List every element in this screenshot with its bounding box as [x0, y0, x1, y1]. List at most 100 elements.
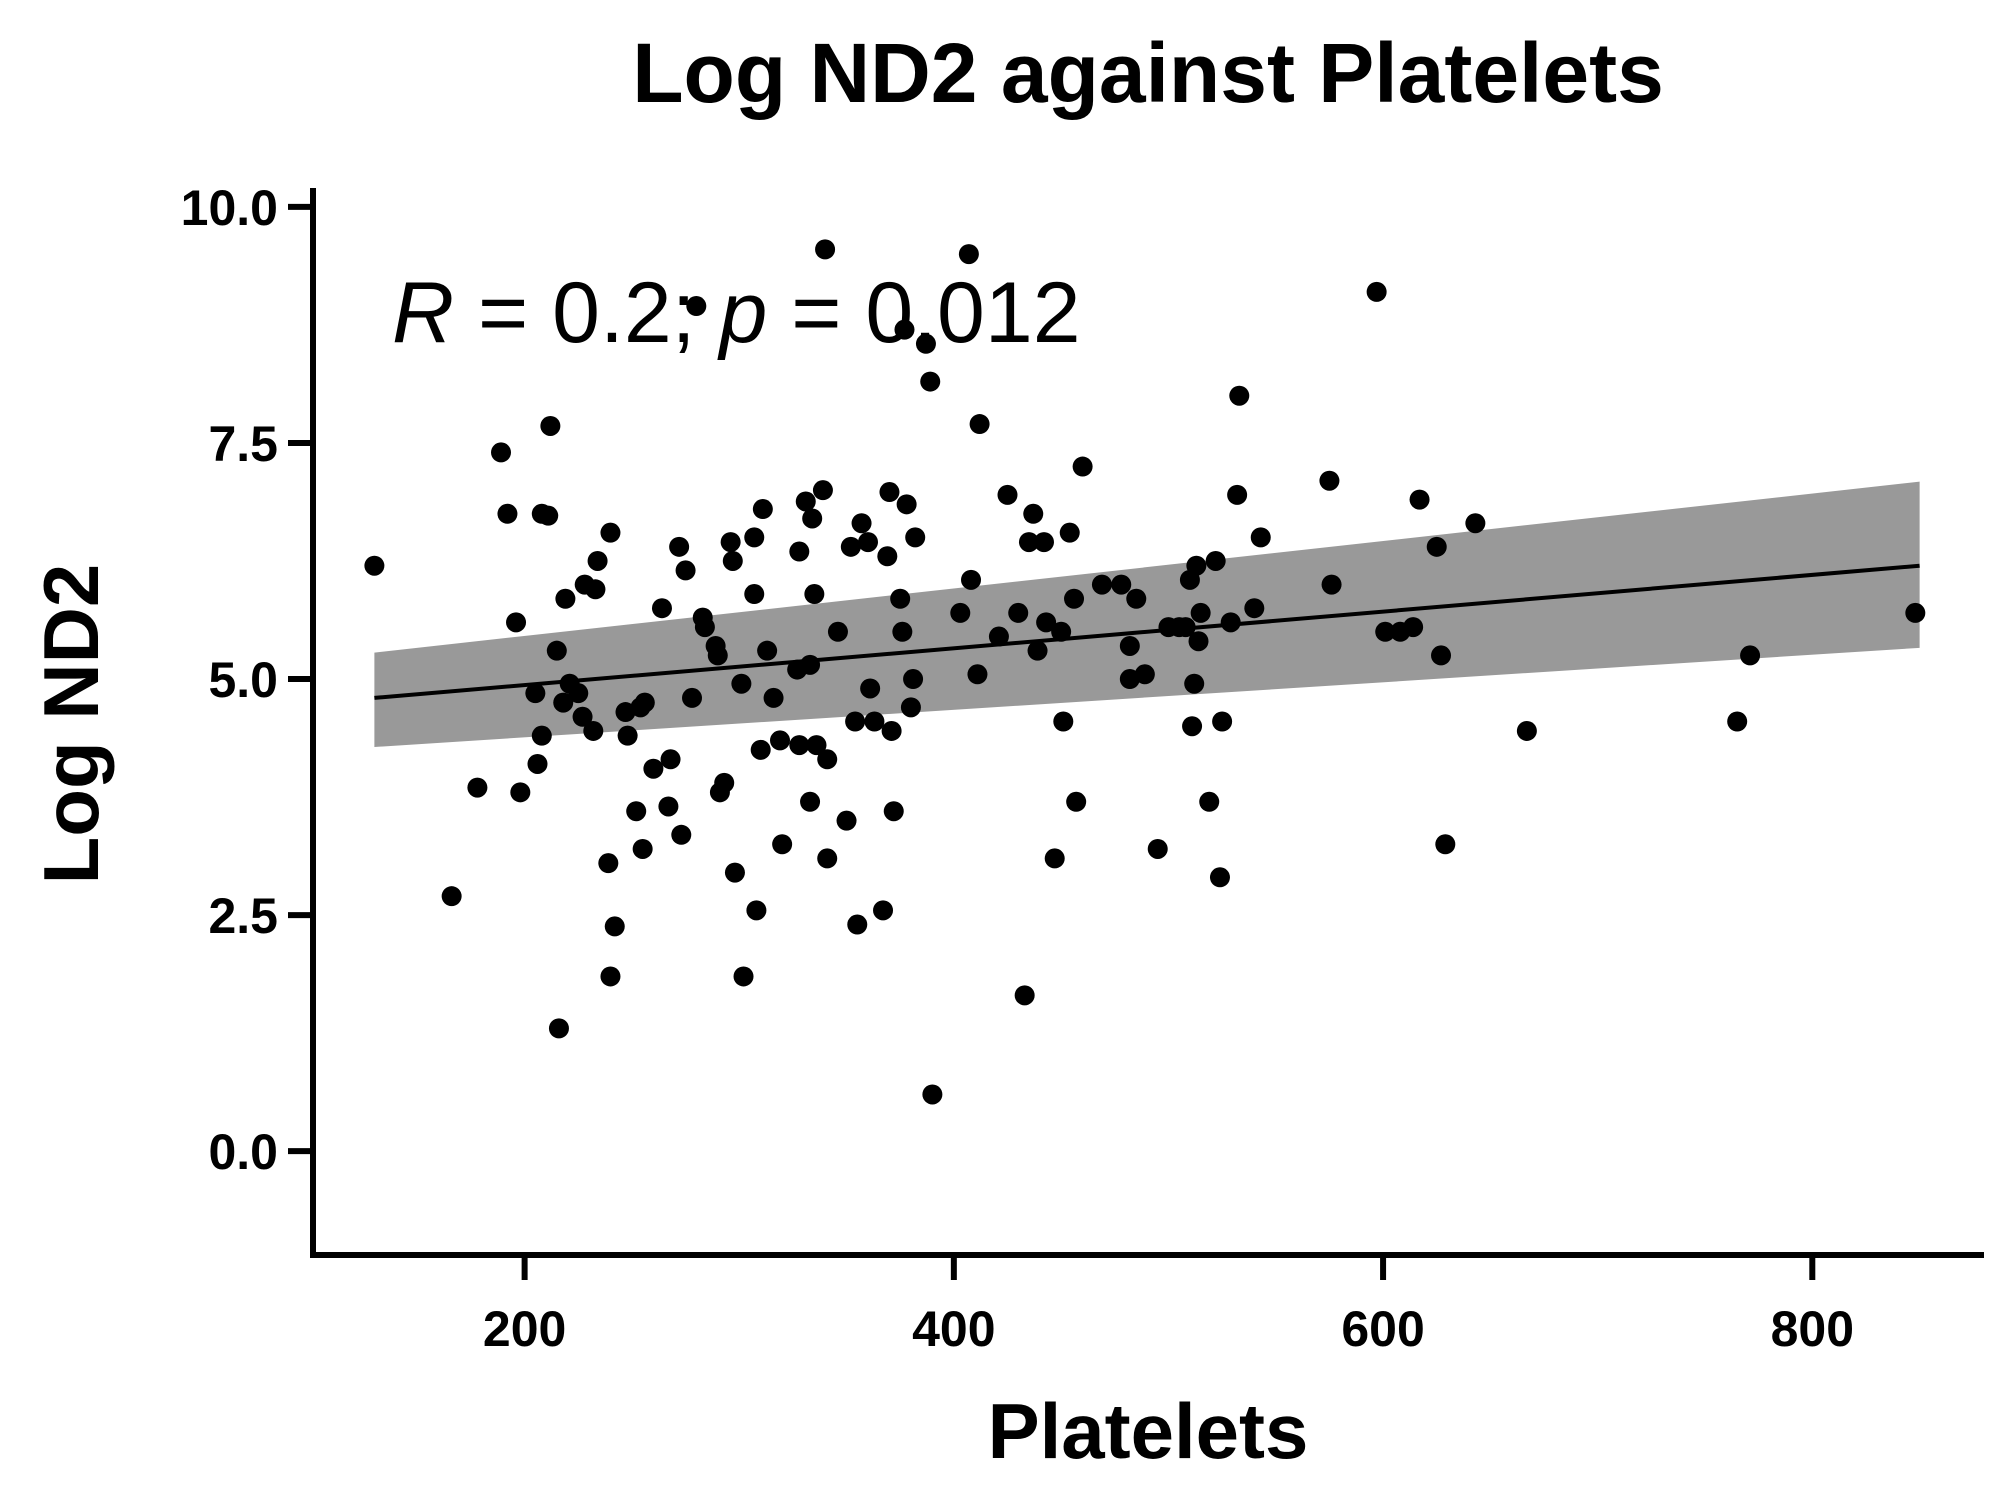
data-point	[598, 853, 619, 874]
data-point	[744, 527, 765, 548]
data-point	[1465, 513, 1486, 534]
data-point	[806, 735, 827, 756]
r-symbol: R	[392, 265, 454, 361]
data-point	[746, 900, 767, 921]
data-point	[568, 683, 589, 704]
data-point	[881, 720, 902, 741]
data-point	[1205, 550, 1226, 571]
data-point	[827, 621, 848, 642]
data-point	[527, 753, 548, 774]
data-point	[752, 499, 773, 520]
data-point	[634, 692, 655, 713]
data-point	[900, 697, 921, 718]
data-point	[1244, 598, 1265, 619]
data-point	[922, 1084, 943, 1105]
x-tick-label: 600	[1341, 1301, 1424, 1357]
data-point	[724, 862, 745, 883]
y-tick-label: 0.0	[208, 1124, 278, 1180]
x-tick-label: 200	[483, 1301, 566, 1357]
y-tick-label: 10.0	[181, 180, 278, 236]
data-point	[958, 244, 979, 265]
data-point	[1023, 503, 1044, 524]
data-point	[1220, 612, 1241, 633]
data-point	[1403, 617, 1424, 638]
data-point	[950, 602, 971, 623]
data-point	[812, 480, 833, 501]
data-point	[920, 371, 941, 392]
data-point	[817, 749, 838, 770]
data-point	[845, 711, 866, 732]
data-point	[731, 673, 752, 694]
plot-area	[364, 239, 1926, 1105]
data-point	[815, 239, 836, 260]
data-point	[1111, 574, 1132, 595]
data-point	[1431, 645, 1452, 666]
data-point	[540, 415, 561, 436]
data-point	[1033, 532, 1054, 553]
data-point	[525, 683, 546, 704]
data-point	[873, 900, 894, 921]
data-point	[643, 758, 664, 779]
data-point	[1516, 720, 1537, 741]
data-point	[555, 588, 576, 609]
data-point	[744, 584, 765, 605]
data-point	[1134, 664, 1155, 685]
data-point	[1435, 834, 1456, 855]
data-point	[1250, 527, 1271, 548]
data-point	[840, 536, 861, 557]
data-point	[1186, 555, 1207, 576]
data-point	[997, 484, 1018, 505]
p-symbol: p	[716, 265, 767, 361]
data-point	[804, 584, 825, 605]
data-point	[795, 491, 816, 512]
data-point	[967, 664, 988, 685]
data-point	[651, 598, 672, 619]
data-point	[497, 503, 518, 524]
data-point	[915, 333, 936, 354]
data-point	[1740, 645, 1761, 666]
data-point	[1212, 711, 1233, 732]
data-point	[1119, 669, 1140, 690]
data-point	[1209, 867, 1230, 888]
data-point	[531, 725, 552, 746]
x-axis-ticks: 200 400 600 800	[483, 1255, 1854, 1357]
data-point	[675, 560, 696, 581]
data-point	[1426, 536, 1447, 557]
data-point	[600, 966, 621, 987]
data-point	[707, 645, 728, 666]
data-point	[903, 669, 924, 690]
p-value: = 0.012	[767, 265, 1080, 361]
data-point	[548, 1018, 569, 1039]
data-point	[789, 735, 810, 756]
data-point	[802, 508, 823, 529]
data-point	[883, 801, 904, 822]
y-tick-label: 7.5	[208, 416, 278, 472]
data-point	[491, 442, 512, 463]
data-point	[1905, 602, 1926, 623]
data-point	[1053, 711, 1074, 732]
data-point	[896, 494, 917, 515]
data-point	[1229, 385, 1250, 406]
data-points	[364, 239, 1926, 1105]
data-point	[877, 546, 898, 567]
data-point	[660, 749, 681, 770]
data-point	[894, 319, 915, 340]
data-point	[669, 536, 690, 557]
data-point	[860, 678, 881, 699]
data-point	[506, 612, 527, 633]
data-point	[617, 725, 638, 746]
data-point	[510, 782, 531, 803]
data-point	[1319, 470, 1340, 491]
data-point	[538, 505, 559, 526]
data-point	[864, 711, 885, 732]
data-point	[770, 730, 791, 751]
data-point	[1072, 456, 1093, 477]
data-point	[1375, 621, 1396, 642]
data-point	[733, 966, 754, 987]
data-point	[847, 914, 868, 935]
data-point	[1175, 617, 1196, 638]
data-point	[553, 692, 574, 713]
data-point	[1014, 985, 1035, 1006]
data-point	[615, 702, 636, 723]
